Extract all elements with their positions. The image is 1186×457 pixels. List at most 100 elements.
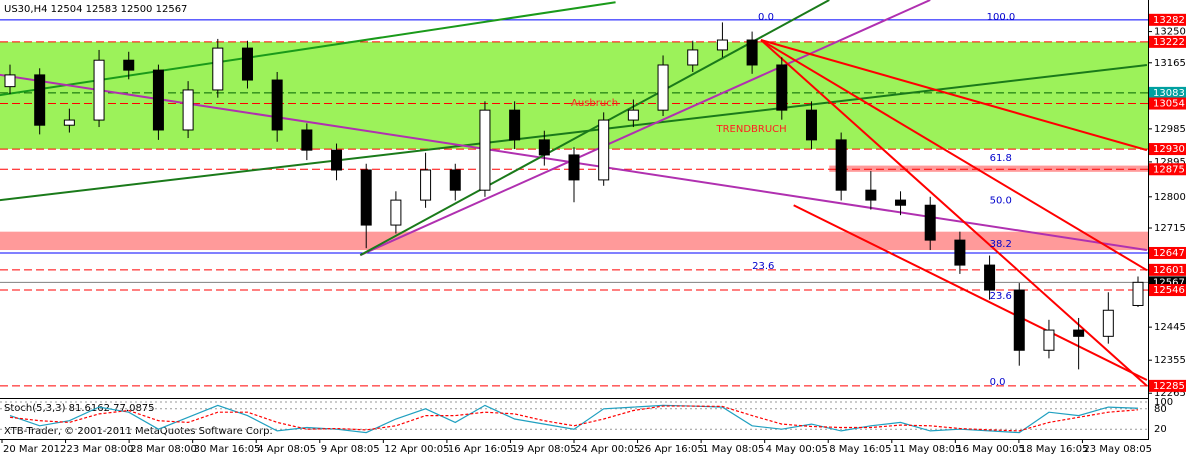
- fib-label: 38.2: [990, 239, 1012, 250]
- x-tick-label: 18 May 16:05: [1020, 444, 1089, 455]
- x-tick-label: 16 May 00:05: [956, 444, 1025, 455]
- y-tick-label: 12715: [1154, 223, 1186, 234]
- x-tick-label: 26 Apr 16:05: [639, 444, 704, 455]
- y-tick-label: 12800: [1154, 192, 1186, 203]
- level-box: [1149, 246, 1186, 259]
- copyright: XTB-Trader, © 2001-2011 MetaQuotes Softw…: [4, 426, 273, 437]
- trendline: [793, 204, 1148, 381]
- zone: [0, 231, 1148, 251]
- x-tick-label: 12 Apr 00:05: [384, 444, 449, 455]
- candle-body: [212, 47, 224, 91]
- level-label: 12285: [1153, 381, 1185, 392]
- x-tick-label: 23 May 08:05: [1083, 444, 1152, 455]
- fib-label: 0.0: [758, 12, 774, 23]
- candle-body: [152, 69, 164, 131]
- stoch-label: Stoch(5,3,3) 81.6162 77.0875: [4, 403, 155, 414]
- x-tick-label: 4 Apr 08:05: [257, 444, 316, 455]
- trendline: [359, 0, 931, 257]
- candle-body: [331, 149, 343, 171]
- x-tick-label: 19 Apr 08:05: [511, 444, 576, 455]
- candle-body: [360, 169, 372, 226]
- candle-body: [687, 49, 699, 66]
- trendline: [760, 39, 1148, 387]
- stoch-tick-label: 20: [1154, 424, 1167, 435]
- level-label: 12601: [1153, 265, 1185, 276]
- candle-body: [390, 199, 402, 226]
- level-label: 13054: [1153, 99, 1185, 110]
- candle-body: [63, 119, 75, 126]
- y-tick-label: 12985: [1154, 124, 1186, 135]
- level-label: 12567: [1153, 277, 1185, 288]
- candle-body: [1013, 289, 1025, 351]
- candle-body: [34, 74, 46, 126]
- level-label: 13083: [1153, 88, 1185, 99]
- y-tick-label: 12355: [1154, 355, 1186, 366]
- x-tick-label: 4 May 00:05: [766, 444, 828, 455]
- stoch-signal: [9, 405, 1139, 432]
- y-tick-label: 13165: [1154, 58, 1186, 69]
- candle-body: [716, 39, 728, 51]
- fib-label: 23.6: [752, 261, 774, 272]
- candle-body: [123, 59, 135, 71]
- fib-label: 50.0: [990, 195, 1012, 206]
- x-tick-label: 28 Mar 08:00: [130, 444, 197, 455]
- stoch-tick-label: 100: [1154, 397, 1173, 408]
- x-tick-label: 9 Apr 08:05: [321, 444, 380, 455]
- fib-label: 61.8: [990, 153, 1012, 164]
- annotation: Ausbruch: [571, 98, 618, 109]
- candle-body: [4, 74, 16, 88]
- chart-title: US30,H4 12504 12583 12500 12567: [4, 4, 187, 15]
- candle-body: [954, 239, 966, 266]
- annotation: TRENDBRUCH: [715, 124, 786, 135]
- level-label: 12546: [1153, 285, 1185, 296]
- fib-label: 100.0: [987, 12, 1016, 23]
- x-tick-label: 20 Mar 2012: [3, 444, 66, 455]
- candle-body: [627, 109, 639, 121]
- level-label: 13222: [1153, 37, 1185, 48]
- candle-body: [1132, 281, 1144, 306]
- x-tick-label: 11 May 08:05: [893, 444, 962, 455]
- level-box: [1149, 97, 1186, 110]
- level-box: [1149, 379, 1186, 392]
- level-box: [1149, 143, 1186, 156]
- candle-body: [568, 154, 580, 181]
- stoch-main: [9, 404, 1139, 434]
- candle-body: [865, 189, 877, 201]
- level-box: [1149, 163, 1186, 176]
- candle-body: [776, 64, 788, 111]
- candle-body: [509, 109, 521, 141]
- candle-body: [479, 109, 491, 191]
- candle-body: [895, 199, 907, 206]
- candle-body: [301, 129, 313, 151]
- x-tick-label: 1 May 08:05: [702, 444, 764, 455]
- zone: [829, 165, 1148, 172]
- y-tick-label: 12265: [1154, 388, 1186, 399]
- candle-body: [93, 59, 105, 121]
- candle-body: [1073, 329, 1085, 337]
- x-tick-label: 16 Apr 16:05: [448, 444, 513, 455]
- stoch-tick-label: 80: [1154, 404, 1167, 415]
- candle-body: [271, 79, 283, 131]
- x-tick-label: 23 Mar 08:00: [67, 444, 134, 455]
- candle-body: [1102, 309, 1114, 337]
- level-box: [1149, 263, 1186, 276]
- y-tick-label: 13250: [1154, 27, 1186, 38]
- candle-body: [598, 119, 610, 181]
- fib-label: 23.6: [990, 291, 1012, 302]
- trendline: [0, 63, 1148, 202]
- candle-body: [241, 47, 253, 81]
- level-box: [1149, 284, 1186, 297]
- x-tick-label: 8 May 16:05: [829, 444, 891, 455]
- candle-body: [1043, 329, 1055, 351]
- y-tick-label: 12895: [1154, 157, 1186, 168]
- level-label: 12647: [1153, 248, 1185, 259]
- candle-body: [538, 139, 550, 156]
- x-tick-label: 30 Mar 16:05: [194, 444, 261, 455]
- candle-body: [984, 264, 996, 291]
- candle-body: [449, 169, 461, 191]
- fib-label: 0.0: [990, 377, 1006, 388]
- trendline: [760, 39, 1148, 152]
- level-box: [1149, 86, 1186, 99]
